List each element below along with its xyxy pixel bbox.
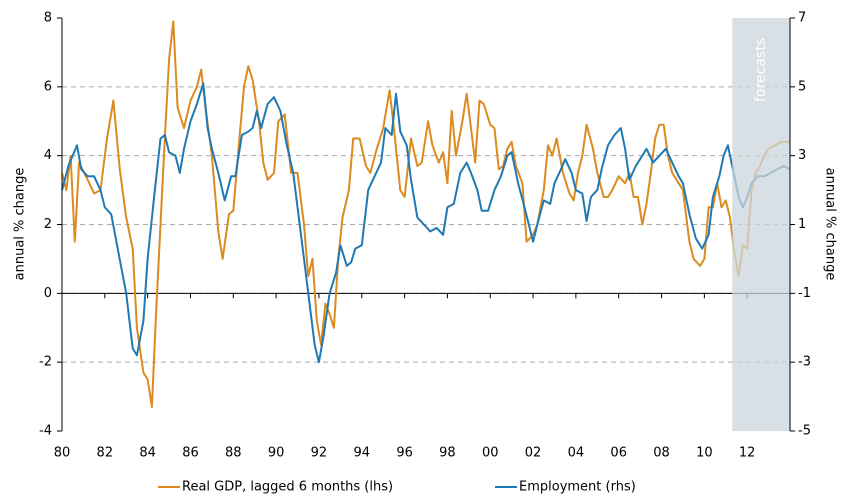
y2-tick-label: 3 [798, 148, 806, 163]
y-tick-label: 8 [44, 11, 52, 26]
x-tick-label: 86 [182, 446, 199, 461]
x-tick-label: 90 [268, 446, 285, 461]
y-axis-label: annual % change [13, 168, 28, 281]
y2-tick-label: 5 [798, 79, 806, 94]
x-tick-label: 04 [568, 446, 585, 461]
y-tick-label: 0 [44, 286, 52, 301]
x-tick-label: 10 [696, 446, 713, 461]
y-tick-label: 2 [44, 217, 52, 232]
y2-tick-label: 1 [798, 217, 806, 232]
x-tick-label: 94 [353, 446, 370, 461]
x-tick-label: 80 [54, 446, 71, 461]
y2-tick-label: -1 [798, 286, 811, 301]
x-tick-label: 06 [610, 446, 627, 461]
x-tick-label: 88 [225, 446, 242, 461]
x-tick-label: 08 [653, 446, 670, 461]
x-tick-label: 12 [739, 446, 756, 461]
y2-tick-label: -5 [798, 424, 811, 439]
legend-label: Real GDP, lagged 6 months (lhs) [182, 480, 393, 495]
x-tick-label: 96 [396, 446, 413, 461]
y-tick-label: -4 [39, 424, 52, 439]
y2-tick-label: -3 [798, 355, 811, 370]
x-tick-label: 02 [525, 446, 542, 461]
x-tick-label: 82 [97, 446, 114, 461]
y-tick-label: 6 [44, 79, 52, 94]
y-tick-label: 4 [44, 148, 52, 163]
x-tick-label: 98 [439, 446, 456, 461]
y2-axis-label: annual % change [823, 168, 838, 281]
series-line [61, 82, 791, 364]
y-tick-label: -2 [39, 355, 52, 370]
legend-label: Employment (rhs) [519, 480, 636, 495]
series-line [61, 20, 790, 408]
forecast-region [732, 18, 790, 431]
x-tick-label: 00 [482, 446, 499, 461]
x-tick-label: 92 [311, 446, 328, 461]
forecast-label: forecasts [753, 38, 769, 102]
x-tick-label: 84 [139, 446, 156, 461]
y2-tick-label: 7 [798, 11, 806, 26]
